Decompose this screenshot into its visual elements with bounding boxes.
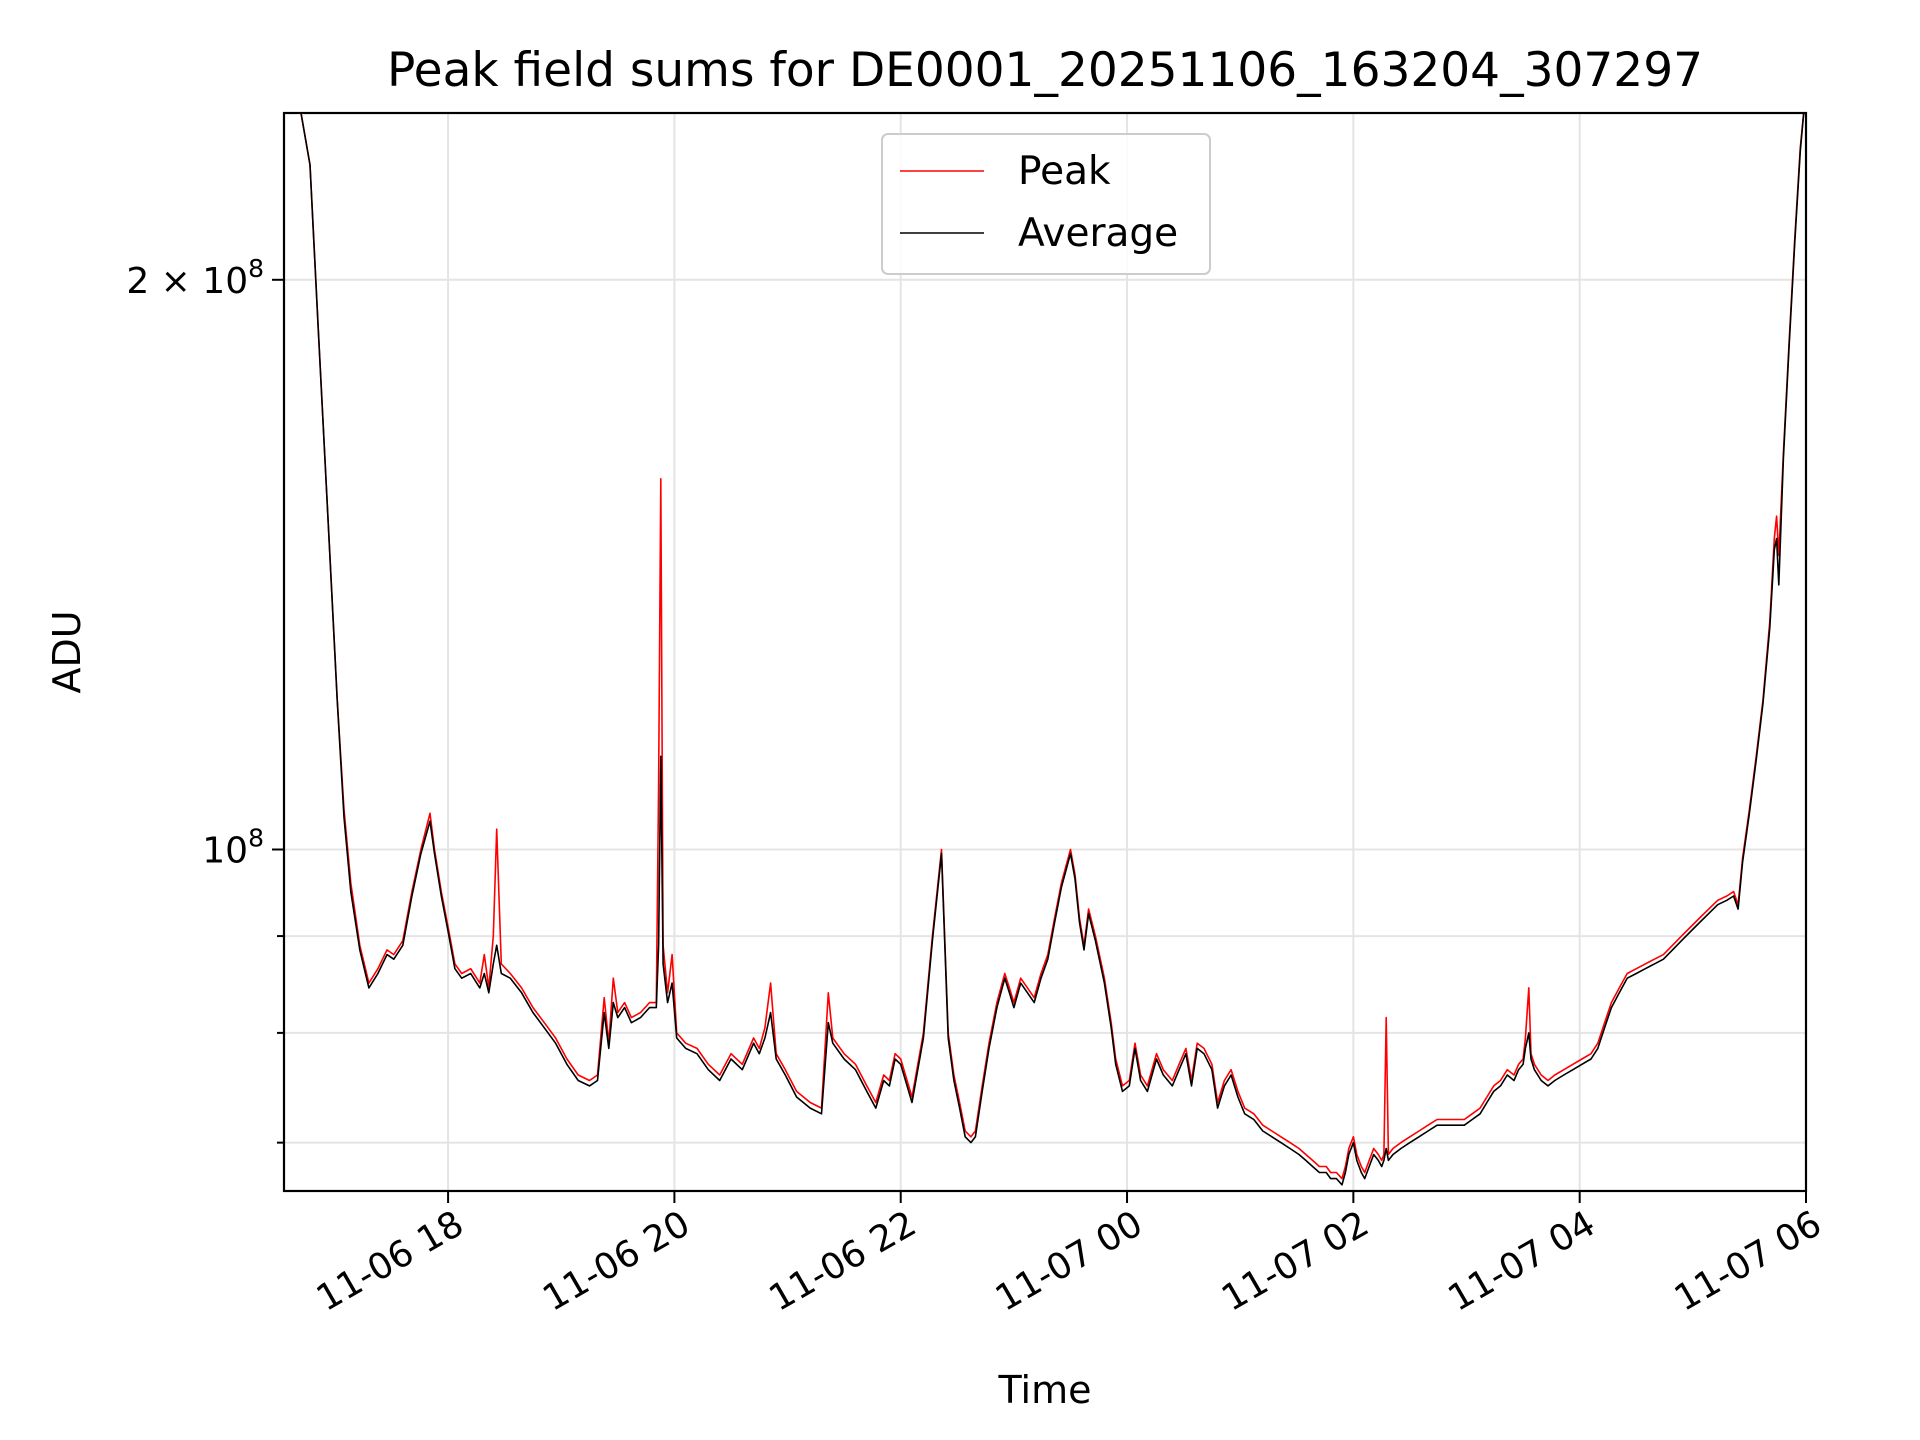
legend: Peak Average [881, 133, 1211, 275]
plot-area [284, 113, 1806, 1191]
legend-label-average: Average [1018, 211, 1178, 256]
chart-title: Peak field sums for DE0001_20251106_1632… [387, 43, 1703, 98]
axes-frame [282, 111, 1808, 1193]
legend-label-peak: Peak [1018, 149, 1111, 194]
series-line-average [300, 113, 1805, 1186]
legend-frame [881, 133, 1211, 275]
y-tick-label: 2 × 108 [126, 254, 264, 302]
y-axis-label: ADU [45, 610, 89, 693]
y-tick-label: 108 [202, 823, 264, 871]
series-layer [300, 113, 1805, 1186]
x-axis-label: Time [998, 1368, 1092, 1412]
